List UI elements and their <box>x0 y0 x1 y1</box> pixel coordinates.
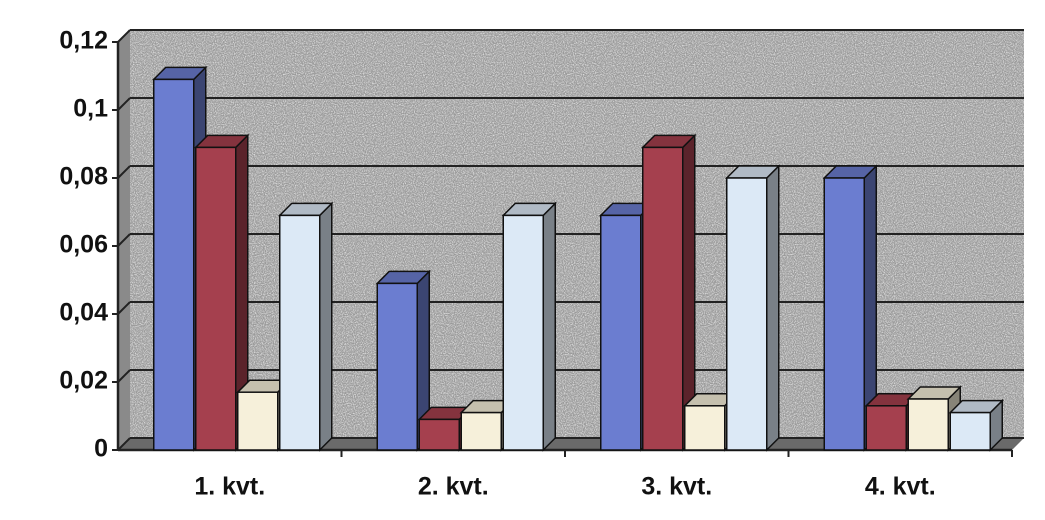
y-tick-label: 0,02 <box>59 367 108 395</box>
x-tick-label: 2. kvt. <box>418 473 489 501</box>
grid-line-side <box>117 97 131 111</box>
x-tick-label: 1. kvt. <box>194 473 265 501</box>
y-tick-label: 0,12 <box>59 27 108 55</box>
grid-line-side <box>117 233 131 247</box>
bar <box>600 214 642 451</box>
bar <box>726 177 768 451</box>
grid-line-side <box>117 369 131 383</box>
y-tick-label: 0,06 <box>59 231 108 259</box>
grid-line-side <box>117 437 131 451</box>
bar <box>237 391 279 451</box>
bar <box>823 177 865 451</box>
y-tick-label: 0,04 <box>59 299 108 327</box>
x-tick-label: 4. kvt. <box>865 473 936 501</box>
bar <box>684 405 726 451</box>
bar <box>279 214 321 451</box>
y-tick-label: 0 <box>94 435 108 463</box>
grid-line-side <box>117 301 131 315</box>
y-tick-label: 0,1 <box>73 95 108 123</box>
grid-line-side <box>117 165 131 179</box>
x-tick-label: 3. kvt. <box>641 473 712 501</box>
bar <box>460 411 502 451</box>
bar <box>195 146 237 451</box>
bar <box>907 398 949 451</box>
bar <box>502 214 544 451</box>
bar-side <box>766 164 780 452</box>
bar <box>642 146 684 451</box>
bar <box>949 411 991 451</box>
grid-line-side <box>117 29 131 43</box>
bar <box>376 282 418 451</box>
bar <box>418 418 460 451</box>
floor <box>118 438 1024 450</box>
bar <box>865 405 907 451</box>
bar-side <box>319 201 333 452</box>
y-tick-label: 0,08 <box>59 163 108 191</box>
bar <box>153 78 195 451</box>
bar-side <box>542 201 556 452</box>
